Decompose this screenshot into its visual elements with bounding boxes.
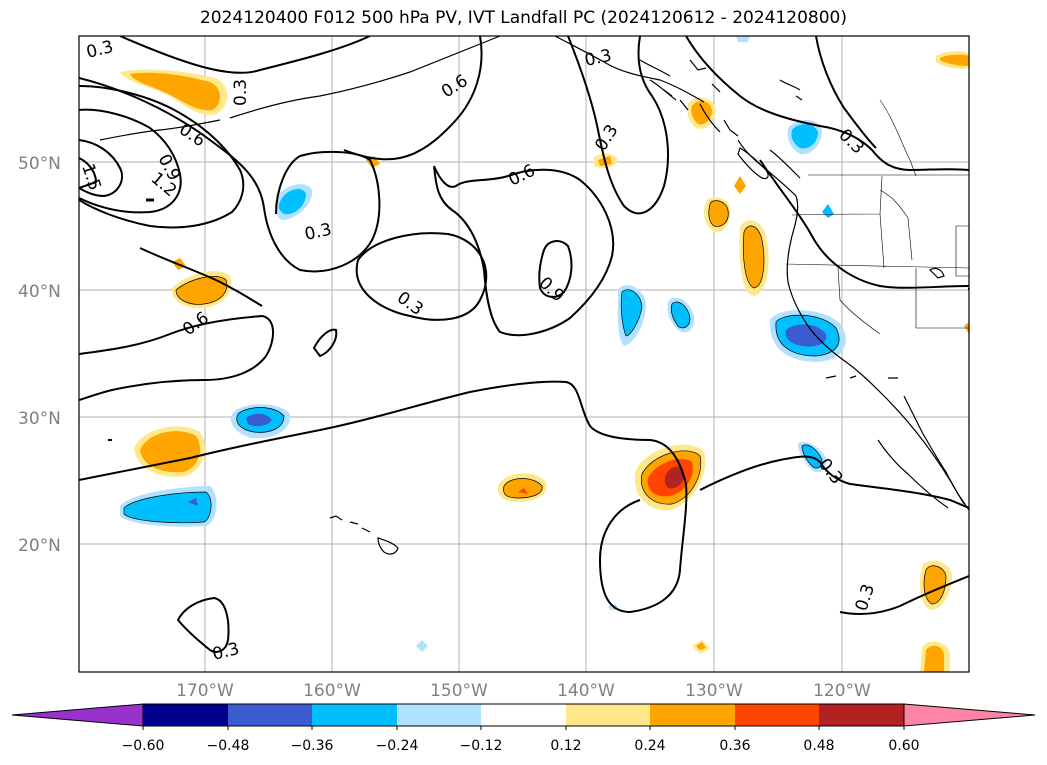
colorbar-segment [143, 704, 228, 726]
lon-label-150w: 150°W [430, 681, 488, 701]
lat-label-20n: 20°N [18, 536, 61, 556]
colorbar-segment [819, 704, 904, 726]
colorbar-segment [312, 704, 397, 726]
colorbar-tick: 0.48 [803, 738, 834, 754]
colorbar-tick: −0.60 [122, 738, 165, 754]
colorbar-extend-min [11, 703, 144, 727]
lon-label-140w: 140°W [557, 681, 615, 701]
map-frame [78, 35, 970, 673]
longitude-labels: 170°W 160°W 150°W 140°W 130°W 120°W [176, 681, 871, 701]
state-borders [785, 99, 969, 335]
pv-contours [79, 36, 969, 653]
colorbar-tick: −0.24 [376, 738, 419, 754]
map-title: 2024120400 F012 500 hPa PV, IVT Landfall… [199, 8, 847, 28]
colorbar-segment [397, 704, 481, 726]
colorbar-tick: −0.12 [460, 738, 503, 754]
colorbar-segment [735, 704, 819, 726]
lon-label-160w: 160°W [303, 681, 361, 701]
lat-label-30n: 30°N [18, 409, 61, 429]
colorbar-extend-max [903, 703, 1036, 727]
colorbar-frame [142, 703, 905, 727]
lon-label-130w: 130°W [685, 681, 743, 701]
colorbar-tick: −0.36 [291, 738, 334, 754]
colorbar-segment [481, 704, 566, 726]
coastlines [99, 36, 969, 555]
colorbar-tick: 0.12 [550, 738, 581, 754]
colorbar-tick: 0.36 [719, 738, 750, 754]
lon-label-120w: 120°W [813, 681, 871, 701]
latitude-labels: 50°N 40°N 30°N 20°N [18, 154, 61, 556]
lon-label-170w: 170°W [176, 681, 234, 701]
colorbar-segment [650, 704, 735, 726]
colorbar-segment [228, 704, 312, 726]
lat-label-40n: 40°N [18, 282, 61, 302]
contour-label: 0.3 [231, 79, 251, 106]
lat-label-50n: 50°N [18, 154, 61, 174]
pc-contour-outlines [123, 200, 947, 605]
colorbar-segment [566, 704, 650, 726]
colorbar-tick: 0.60 [888, 738, 919, 754]
colorbar-tick: −0.48 [207, 738, 250, 754]
graticule [79, 36, 969, 672]
colorbar-tick: 0.24 [634, 738, 665, 754]
colorbar: −0.60 −0.48 −0.36 −0.24 −0.12 0.12 0.24 … [11, 703, 1036, 754]
